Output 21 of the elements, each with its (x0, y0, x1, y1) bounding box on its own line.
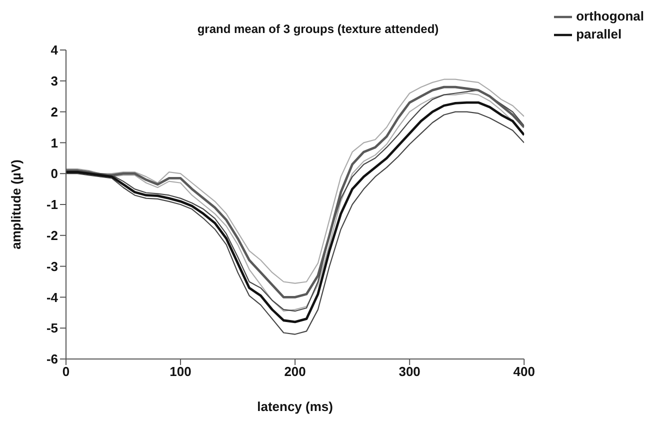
y-tick-label: -6 (46, 352, 58, 367)
chart-title: grand mean of 3 groups (texture attended) (196, 22, 440, 36)
x-axis-title: latency (ms) (257, 399, 333, 414)
x-tick-label: 200 (284, 364, 306, 380)
legend-label: parallel (576, 26, 622, 42)
y-tick-label: -4 (46, 290, 59, 305)
y-tick-label: 0 (50, 166, 58, 182)
y-tick-label: -1 (46, 197, 58, 212)
x-tick-label: 300 (398, 364, 420, 380)
y-tick-label: -3 (46, 258, 58, 274)
x-tick-label: 400 (513, 364, 535, 380)
x-tick-label: 0 (62, 364, 70, 380)
legend-label: orthogonal (576, 8, 644, 24)
x-tick-label: 100 (170, 364, 192, 380)
y-tick-label: 1 (50, 135, 58, 150)
y-tick-label: 3 (50, 74, 58, 89)
y-tick-label: -5 (46, 320, 58, 336)
y-tick-label: 2 (50, 104, 58, 120)
y-axis-title: amplitude (µV) (8, 160, 24, 250)
y-tick-label: 4 (50, 42, 59, 58)
y-tick-label: -2 (46, 228, 58, 244)
